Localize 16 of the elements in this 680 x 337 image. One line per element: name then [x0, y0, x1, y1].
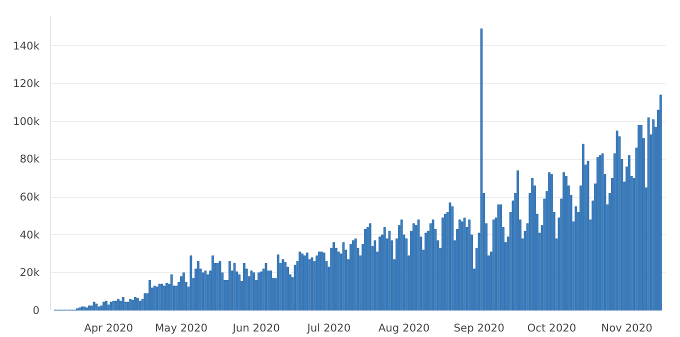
y-tick-label: 80k: [20, 152, 40, 166]
x-tick-label: Jul 2020: [306, 322, 351, 334]
x-tick-label: Apr 2020: [84, 322, 134, 334]
y-tick-label: 40k: [20, 228, 40, 242]
x-tick-label: Oct 2020: [527, 322, 576, 334]
x-tick-label: Nov 2020: [601, 322, 653, 334]
x-tick-label: May 2020: [154, 322, 208, 334]
x-tick-label: Aug 2020: [378, 322, 430, 334]
y-tick-label: 0: [32, 304, 40, 317]
y-tick-label: 100k: [12, 114, 40, 128]
y-tick-label: 120k: [12, 77, 40, 90]
y-tick-label: 140k: [12, 39, 40, 52]
y-tick-label: 60k: [20, 190, 40, 204]
x-tick-label: Sep 2020: [454, 322, 505, 334]
y-tick-label: 20k: [20, 266, 40, 280]
x-tick-label: Jun 2020: [232, 322, 280, 334]
